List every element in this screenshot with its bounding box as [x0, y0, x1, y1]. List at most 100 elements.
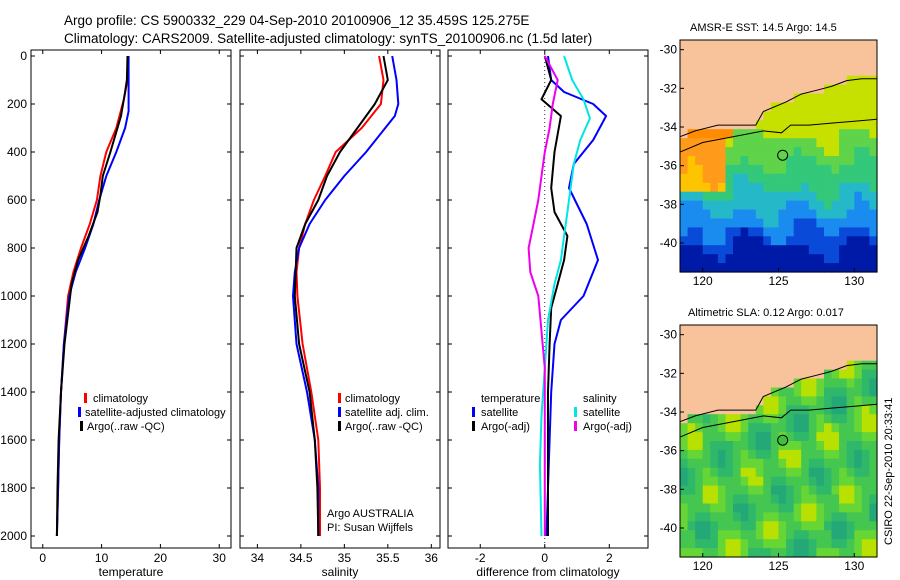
- map-cell: [763, 432, 772, 442]
- map-cell: [725, 512, 734, 522]
- legend-label: Argo(..raw -QC): [345, 421, 423, 433]
- map-cell: [831, 539, 840, 549]
- shelf-contour: [679, 118, 878, 153]
- map-cell: [808, 449, 817, 460]
- map-cell: [748, 236, 757, 246]
- map-cell: [869, 111, 878, 121]
- map-cell: [854, 218, 863, 228]
- map-cell: [854, 369, 863, 380]
- map-cell: [816, 191, 825, 202]
- map-cell: [869, 467, 878, 478]
- map-cell: [687, 449, 696, 460]
- map-cell: [831, 387, 840, 397]
- map-cell: [778, 182, 787, 193]
- map-cell: [687, 476, 696, 487]
- y-tick-label: 200: [7, 97, 27, 111]
- map-cell: [816, 423, 825, 433]
- map-cell: [869, 503, 878, 513]
- map-cell: [770, 548, 780, 558]
- map-cell: [740, 191, 749, 202]
- map-cell: [695, 414, 704, 424]
- map-cell: [808, 539, 817, 549]
- map-cell: [808, 467, 817, 478]
- map-cell: [755, 530, 764, 540]
- map-cell: [680, 432, 689, 442]
- map-cell: [770, 147, 780, 157]
- map-cell: [680, 494, 689, 504]
- map-cell: [740, 209, 749, 219]
- map-cell: [770, 227, 780, 237]
- y-tick-label: 800: [7, 241, 27, 255]
- map-cell: [854, 236, 863, 246]
- map-cell: [831, 485, 840, 496]
- map-cell: [816, 476, 825, 487]
- y-tick-label: -34: [660, 405, 678, 419]
- map-cell: [861, 494, 870, 504]
- map-cell: [740, 129, 749, 139]
- map-cell: [755, 458, 764, 469]
- map-cell: [861, 539, 870, 549]
- map-cell: [861, 254, 870, 264]
- map-cell: [733, 521, 742, 531]
- map-cell: [816, 378, 825, 388]
- map-cell: [680, 530, 689, 540]
- map-cell: [680, 218, 689, 228]
- map-cell: [748, 147, 757, 157]
- map-cell: [839, 369, 848, 380]
- map-cell: [748, 173, 757, 184]
- map-cell: [770, 414, 780, 424]
- map-cell: [808, 387, 817, 397]
- map-cell: [846, 129, 855, 139]
- map-cell: [748, 512, 757, 522]
- map-cell: [733, 548, 742, 558]
- y-tick-label: -34: [660, 120, 678, 134]
- map-cell: [717, 494, 727, 504]
- map-cell: [687, 173, 696, 184]
- y-tick-label: -38: [660, 197, 678, 211]
- map-cell: [839, 120, 848, 130]
- map-cell: [755, 548, 764, 558]
- map-cell: [725, 548, 734, 558]
- map-cell: [740, 441, 749, 451]
- map-cell: [702, 236, 711, 246]
- map-cell: [831, 458, 840, 469]
- map-cell: [846, 182, 855, 193]
- map-cell: [733, 530, 742, 540]
- map-cell: [846, 138, 855, 148]
- map-cell: [793, 432, 802, 442]
- map-cell: [687, 147, 696, 157]
- map-cell: [816, 245, 825, 255]
- map-cell: [755, 263, 764, 273]
- map-cell: [695, 512, 704, 522]
- map-cell: [786, 263, 795, 273]
- map-cell: [710, 245, 719, 255]
- map-cell: [831, 423, 840, 433]
- map-cell: [831, 405, 840, 415]
- map-cell: [748, 254, 757, 264]
- sla-map: 120 125 130 -30 -32 -34 -36 -38 -40: [660, 324, 878, 573]
- map-cell: [725, 164, 734, 175]
- map-cell: [695, 423, 704, 433]
- map-cell: [725, 263, 734, 273]
- map-cell: [778, 548, 787, 558]
- map-cell: [854, 423, 863, 433]
- map-cell: [801, 414, 810, 424]
- map-cell: [808, 245, 817, 255]
- map-cell: [861, 227, 870, 237]
- map-cell: [778, 164, 787, 175]
- y-tick-label: 0: [20, 49, 27, 63]
- map-cell: [717, 254, 727, 264]
- legend-swatch: [574, 421, 577, 431]
- map-cell: [861, 236, 870, 246]
- x-tick-label: 34.5: [289, 551, 313, 565]
- map-cell: [725, 182, 734, 193]
- map-cell: [869, 120, 878, 130]
- series-line-argo-adj-: [540, 55, 569, 536]
- map-cell: [733, 138, 742, 148]
- map-cell: [824, 396, 833, 406]
- map-cell: [793, 156, 802, 166]
- map-cell: [854, 405, 863, 415]
- map-cell: [763, 218, 772, 228]
- map-cell: [770, 387, 780, 397]
- map-cell: [755, 245, 764, 255]
